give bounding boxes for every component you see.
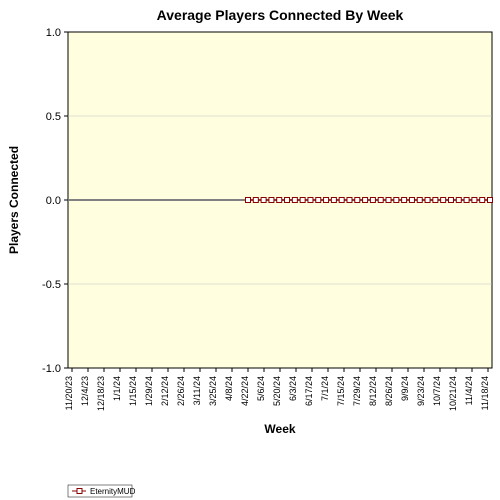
legend-label: EternityMUD	[90, 487, 136, 496]
xtick-label: 11/18/24	[480, 376, 490, 410]
data-marker	[394, 198, 399, 203]
data-marker	[324, 198, 329, 203]
chart-title: Average Players Connected By Week	[157, 7, 404, 23]
xtick-label: 3/11/24	[192, 376, 202, 405]
data-marker	[472, 198, 477, 203]
xtick-label: 4/8/24	[224, 376, 234, 401]
data-marker	[402, 198, 407, 203]
xtick-label: 5/20/24	[272, 376, 282, 406]
data-marker	[378, 198, 383, 203]
xtick-label: 4/22/24	[240, 376, 250, 406]
data-marker	[441, 198, 446, 203]
data-marker	[285, 198, 290, 203]
ytick-label: 0.0	[46, 195, 61, 207]
data-marker	[261, 198, 266, 203]
xtick-label: 8/12/24	[368, 376, 378, 406]
ytick-label: -1.0	[42, 363, 61, 375]
data-marker	[464, 198, 469, 203]
x-axis-label: Week	[264, 422, 295, 436]
data-marker	[417, 198, 422, 203]
ytick-label: 1.0	[46, 27, 61, 39]
ytick-label: 0.5	[46, 111, 61, 123]
xtick-label: 12/18/23	[96, 376, 106, 411]
xtick-label: 11/20/23	[64, 376, 74, 410]
data-marker	[363, 198, 368, 203]
xtick-label: 7/1/24	[320, 376, 330, 401]
xtick-label: 9/9/24	[400, 376, 410, 401]
xtick-label: 7/15/24	[336, 376, 346, 406]
xtick-label: 3/25/24	[208, 376, 218, 406]
xtick-label: 7/29/24	[352, 376, 362, 406]
data-marker	[246, 198, 251, 203]
chart-container: -1.0 -0.5 0.0 0.5 1.0 11/20/23 12/4/23 12/18/23…	[0, 0, 500, 500]
data-marker	[448, 198, 453, 203]
data-marker	[253, 198, 258, 203]
xtick-label: 1/1/24	[112, 376, 122, 401]
data-marker	[316, 198, 321, 203]
ytick-label: -0.5	[42, 279, 61, 291]
legend-marker	[77, 489, 82, 494]
xtick-label: 11/4/24	[464, 376, 474, 405]
xtick-label: 8/26/24	[384, 376, 394, 406]
data-marker	[425, 198, 430, 203]
xtick-label: 5/6/24	[256, 376, 266, 401]
xtick-label: 6/17/24	[304, 376, 314, 406]
data-marker	[331, 198, 336, 203]
xtick-label: 2/12/24	[160, 376, 170, 406]
data-marker	[269, 198, 274, 203]
data-marker	[488, 198, 493, 203]
xtick-label: 10/21/24	[448, 376, 458, 411]
xtick-label: 9/23/24	[416, 376, 426, 406]
data-marker	[480, 198, 485, 203]
xtick-label: 1/15/24	[128, 376, 138, 406]
data-marker	[355, 198, 360, 203]
data-marker	[277, 198, 282, 203]
xtick-label: 10/7/24	[432, 376, 442, 406]
players-chart: -1.0 -0.5 0.0 0.5 1.0 11/20/23 12/4/23 12/18/23…	[0, 0, 500, 500]
data-marker	[292, 198, 297, 203]
xtick-label: 6/3/24	[288, 376, 298, 401]
xtick-label: 2/26/24	[176, 376, 186, 406]
data-marker	[347, 198, 352, 203]
xtick-label: 1/29/24	[144, 376, 154, 406]
data-marker	[456, 198, 461, 203]
data-marker	[308, 198, 313, 203]
data-marker	[386, 198, 391, 203]
data-marker	[300, 198, 305, 203]
data-marker	[433, 198, 438, 203]
data-marker	[409, 198, 414, 203]
y-axis-label: Players Connected	[7, 146, 21, 254]
data-marker	[339, 198, 344, 203]
data-marker	[370, 198, 375, 203]
xtick-label: 12/4/23	[80, 376, 90, 406]
